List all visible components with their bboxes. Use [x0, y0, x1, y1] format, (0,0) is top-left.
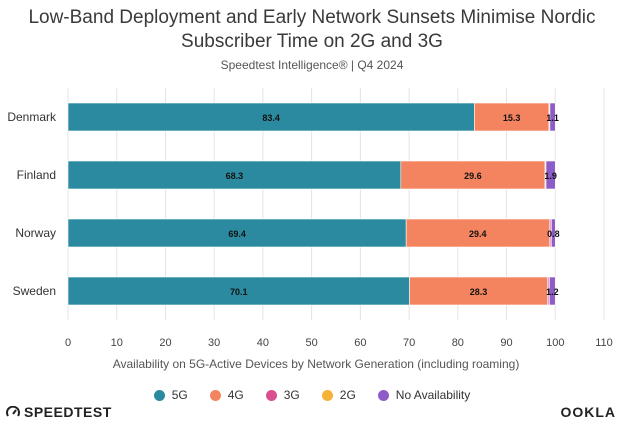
- x-tick-label: 10: [111, 337, 123, 349]
- data-label: 83.4: [262, 113, 280, 123]
- data-label: 29.4: [469, 229, 487, 239]
- legend-swatch: [153, 389, 165, 401]
- x-tick-label: 60: [354, 337, 366, 349]
- data-label: 69.4: [228, 229, 246, 239]
- x-tick-label: 80: [452, 337, 464, 349]
- legend-swatch: [321, 389, 333, 401]
- chart-title-line1: Low-Band Deployment and Early Network Su…: [28, 7, 596, 28]
- category-label: Norway: [15, 226, 56, 240]
- data-label: 1.2: [546, 287, 559, 297]
- x-tick-label: 40: [257, 337, 269, 349]
- data-label: 68.3: [226, 171, 244, 181]
- x-tick-label: 50: [306, 337, 318, 349]
- speedtest-wordmark: SPEEDTEST: [24, 404, 112, 420]
- chart-subtitle: Speedtest Intelligence® | Q4 2024: [220, 58, 404, 72]
- bar-segment-5g: [67, 218, 407, 248]
- x-tick-label: 0: [65, 337, 71, 349]
- bar-segment-5g: [67, 276, 410, 306]
- x-tick-label: 70: [403, 337, 415, 349]
- speedtest-logo: SPEEDTEST: [6, 404, 112, 420]
- data-label: 1.1: [546, 113, 559, 123]
- legend-label: 3G: [283, 388, 300, 402]
- data-label: 28.3: [470, 287, 488, 297]
- bar-segment-4g: [409, 276, 548, 306]
- speedometer-icon: [6, 406, 20, 417]
- x-tick-label: 20: [159, 337, 171, 349]
- x-tick-label: 30: [208, 337, 220, 349]
- bar-segment-no-availability: [545, 160, 556, 190]
- bar-segment-5g: [67, 102, 475, 132]
- x-tick-label: 90: [500, 337, 512, 349]
- data-label: 1.9: [544, 171, 557, 181]
- category-label: Finland: [17, 168, 56, 182]
- data-label: 70.1: [230, 287, 248, 297]
- ookla-logo: OOKLA: [560, 404, 616, 420]
- bar-segment-4g: [474, 102, 550, 132]
- x-tick-label: 110: [595, 337, 613, 349]
- legend-label: No Availability: [395, 388, 471, 402]
- bar-segment-no-availability: [549, 276, 556, 306]
- legend-swatch: [377, 389, 389, 401]
- category-label: Sweden: [13, 284, 56, 298]
- bar-segment-no-availability: [551, 218, 556, 248]
- legend-item: 3G: [265, 388, 300, 402]
- legend-item: No Availability: [377, 388, 471, 402]
- legend-label: 2G: [339, 388, 356, 402]
- chart-legend: 5G 4G 3G 2G No Availability: [0, 388, 624, 402]
- category-label: Denmark: [7, 110, 57, 124]
- chart-title-line2: Subscriber Time on 2G and 3G: [181, 31, 443, 52]
- x-tick-label: 100: [546, 337, 564, 349]
- data-label: 0.8: [547, 229, 560, 239]
- bar-segment-no-availability: [549, 102, 556, 132]
- x-axis-label: Availability on 5G-Active Devices by Net…: [113, 357, 520, 371]
- bar-segment-4g: [400, 160, 546, 190]
- chart-title: Low-Band Deployment and Early Network Su…: [0, 6, 624, 54]
- stacked-bar-chart: 0 10 20 30 40 50 60 70 80 90 100 110 Availability on…: [7, 88, 613, 371]
- legend-swatch: [265, 389, 277, 401]
- legend-label: 5G: [171, 388, 188, 402]
- legend-item: 4G: [209, 388, 244, 402]
- data-label: 29.6: [464, 171, 482, 181]
- legend-label: 4G: [227, 388, 244, 402]
- legend-swatch: [209, 389, 221, 401]
- legend-item: 5G: [153, 388, 188, 402]
- data-label: 15.3: [503, 113, 521, 123]
- bar-segment-5g: [67, 160, 402, 190]
- legend-item: 2G: [321, 388, 356, 402]
- bar-segment-4g: [405, 218, 550, 248]
